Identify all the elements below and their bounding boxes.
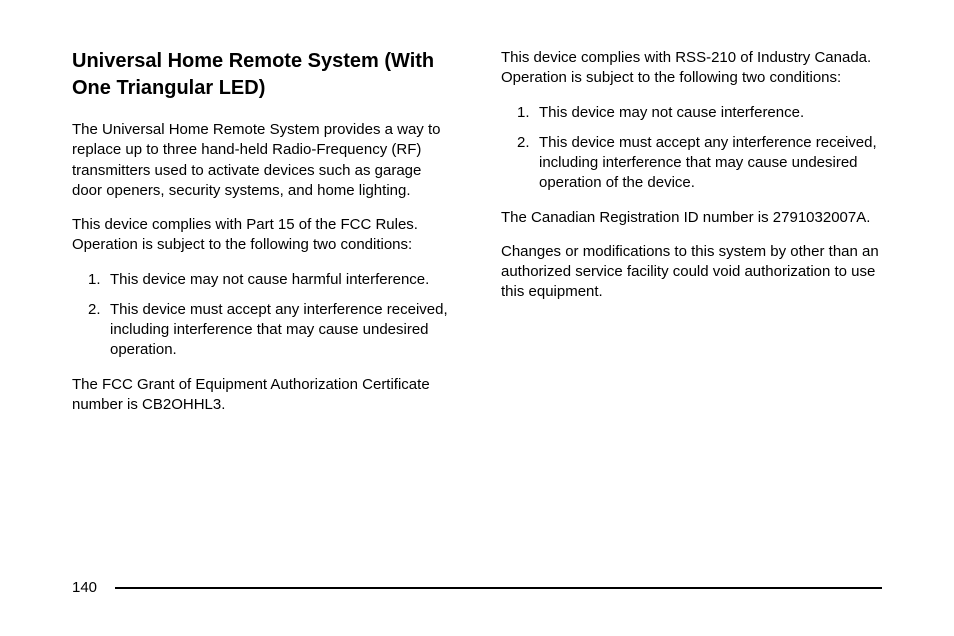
page-content: Universal Home Remote System (With One T… — [0, 0, 954, 429]
section-heading: Universal Home Remote System (With One T… — [72, 48, 453, 102]
list-item: This device must accept any interference… — [517, 133, 882, 194]
body-paragraph: This device complies with RSS-210 of Ind… — [501, 48, 882, 89]
ic-conditions-list: This device may not cause interference. … — [501, 103, 882, 194]
body-paragraph: The Universal Home Remote System provide… — [72, 120, 453, 201]
body-paragraph: The FCC Grant of Equipment Authorization… — [72, 375, 453, 416]
body-paragraph: Changes or modifications to this system … — [501, 242, 882, 303]
footer-rule — [115, 587, 882, 589]
fcc-conditions-list: This device may not cause harmful interf… — [72, 270, 453, 361]
page-footer: 140 — [72, 579, 882, 596]
list-item: This device may not cause harmful interf… — [88, 270, 453, 290]
body-paragraph: The Canadian Registration ID number is 2… — [501, 208, 882, 228]
left-column: Universal Home Remote System (With One T… — [72, 48, 453, 429]
right-column: This device complies with RSS-210 of Ind… — [501, 48, 882, 429]
body-paragraph: This device complies with Part 15 of the… — [72, 215, 453, 256]
list-item: This device may not cause interference. — [517, 103, 882, 123]
page-number: 140 — [72, 579, 97, 596]
list-item: This device must accept any interference… — [88, 300, 453, 361]
